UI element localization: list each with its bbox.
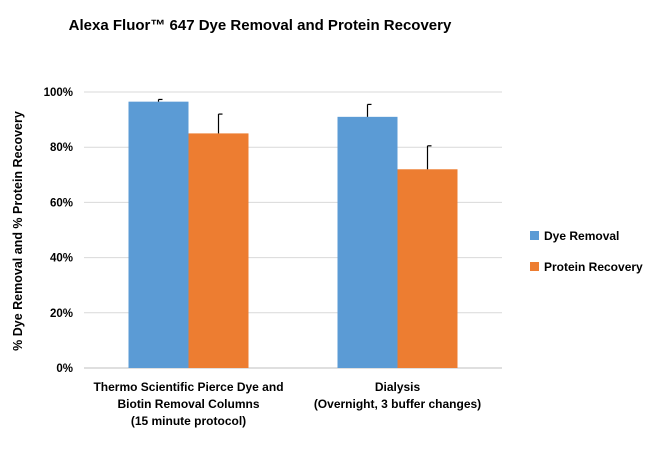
- x-tick-label-line: Thermo Scientific Pierce Dye and: [93, 380, 283, 394]
- y-tick-label: 40%: [50, 253, 73, 265]
- legend: Dye Removal Protein Recovery: [530, 229, 643, 274]
- legend-swatch: [530, 231, 539, 240]
- chart-title: Alexa Fluor™ 647 Dye Removal and Protein…: [69, 17, 452, 34]
- y-axis-label: % Dye Removal and % Protein Recovery: [11, 111, 25, 351]
- x-tick-label: Dialysis (Overnight, 3 buffer changes): [314, 380, 481, 411]
- error-bars: [157, 98, 432, 170]
- x-tick-label-line: (Overnight, 3 buffer changes): [314, 397, 481, 411]
- x-tick-label: Thermo Scientific Pierce Dye and Biotin R…: [93, 380, 283, 428]
- bar: [188, 133, 249, 368]
- bar: [397, 169, 458, 368]
- bar: [128, 101, 189, 368]
- y-tick-label: 20%: [50, 308, 73, 320]
- x-tick-labels: Thermo Scientific Pierce Dye and Biotin R…: [93, 380, 481, 428]
- x-tick-label-line: Biotin Removal Columns: [117, 397, 259, 411]
- y-tick-label: 100%: [44, 87, 73, 99]
- y-tick-label: 80%: [50, 142, 73, 154]
- x-tick-label-line: Dialysis: [375, 380, 421, 394]
- legend-label: Protein Recovery: [544, 260, 643, 274]
- legend-label: Dye Removal: [544, 229, 619, 243]
- bars: [128, 101, 458, 368]
- y-tick-label: 60%: [50, 197, 73, 209]
- bar: [337, 116, 398, 368]
- x-tick-label-line: (15 minute protocol): [131, 414, 246, 428]
- y-tick-labels: 0% 20% 40% 60% 80% 100%: [44, 87, 73, 375]
- y-tick-label: 0%: [56, 363, 73, 375]
- legend-swatch: [530, 262, 539, 271]
